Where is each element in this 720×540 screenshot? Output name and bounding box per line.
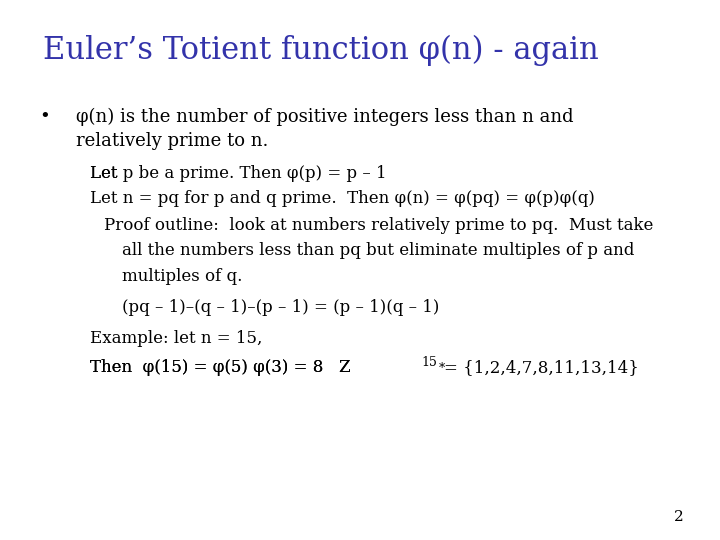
Text: φ(n) is the number of positive integers less than n and: φ(n) is the number of positive integers … — [76, 108, 573, 126]
Text: Proof outline:  look at numbers relatively prime to pq.  Must take: Proof outline: look at numbers relativel… — [104, 217, 654, 234]
Text: Euler’s Totient function φ(n) - again: Euler’s Totient function φ(n) - again — [43, 35, 599, 66]
Text: all the numbers less than pq but eliminate multiples of p and: all the numbers less than pq but elimina… — [122, 242, 635, 259]
Text: = {1,2,4,7,8,11,13,14}: = {1,2,4,7,8,11,13,14} — [444, 359, 639, 376]
Text: relatively prime to n.: relatively prime to n. — [76, 132, 268, 150]
Text: (pq – 1)–(q – 1)–(p – 1) = (p – 1)(q – 1): (pq – 1)–(q – 1)–(p – 1) = (p – 1)(q – 1… — [122, 299, 440, 315]
Text: 2: 2 — [674, 510, 684, 524]
Text: 15: 15 — [422, 356, 438, 369]
Text: Then  φ(15) = φ(5) φ(3) = 8   Z: Then φ(15) = φ(5) φ(3) = 8 Z — [90, 359, 351, 376]
Text: *: * — [439, 362, 446, 375]
Text: Let: Let — [90, 165, 126, 181]
Text: multiples of q.: multiples of q. — [122, 268, 243, 285]
Text: Then  φ(15) = φ(5) φ(3) = 8   Z: Then φ(15) = φ(5) φ(3) = 8 Z — [90, 359, 351, 376]
Text: Example: let n = 15,: Example: let n = 15, — [90, 330, 262, 347]
Text: Let n = pq for p and q prime.  Then φ(n) = φ(pq) = φ(p)φ(q): Let n = pq for p and q prime. Then φ(n) … — [90, 190, 595, 207]
Text: Let p be a prime. Then φ(p) = p – 1: Let p be a prime. Then φ(p) = p – 1 — [90, 165, 387, 181]
Text: •: • — [40, 108, 50, 126]
